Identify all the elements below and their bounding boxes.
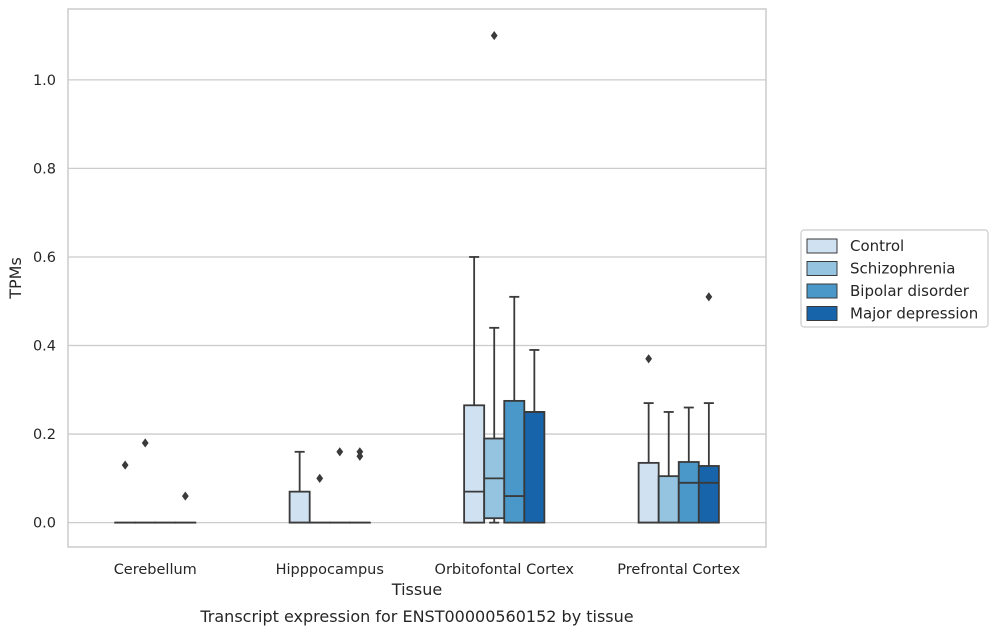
box-bipolar-disorder-2 xyxy=(503,295,526,524)
box-major-depression-0 xyxy=(174,491,197,524)
legend: Control Schizophrenia Bipolar disorder Majo… xyxy=(800,229,989,328)
box-body xyxy=(657,475,680,524)
legend-swatch xyxy=(806,283,838,299)
y-tick-label: 1.0 xyxy=(33,73,56,89)
box-major-depression-1 xyxy=(348,447,371,524)
legend-swatch xyxy=(806,261,838,276)
y-tick-label: 0.6 xyxy=(33,250,56,266)
outlier-point xyxy=(490,30,498,41)
outlier-point xyxy=(181,491,189,501)
box-body xyxy=(523,411,546,524)
outlier-point xyxy=(356,447,364,457)
box-control-1 xyxy=(288,450,311,524)
y-tick-label: 0.2 xyxy=(33,427,56,443)
box-major-depression-3 xyxy=(697,292,720,524)
legend-item: Schizophrenia xyxy=(806,260,955,278)
legend-label: Control xyxy=(850,237,904,255)
plot-area-frame xyxy=(67,8,767,548)
legend-label: Major depression xyxy=(850,305,978,323)
outlier-point xyxy=(645,354,653,364)
box-schizophrenia-0 xyxy=(134,438,157,524)
legend-label: Bipolar disorder xyxy=(850,282,970,300)
box-bipolar-disorder-1 xyxy=(328,447,351,524)
x-tick-label: Prefrontal Cortex xyxy=(617,562,740,578)
legend-frame xyxy=(800,229,989,328)
legend-label: Schizophrenia xyxy=(850,260,955,278)
box-body xyxy=(697,465,720,524)
box-control-2 xyxy=(463,256,486,524)
boxes-layer xyxy=(114,30,720,524)
box-schizophrenia-1 xyxy=(308,473,331,524)
box-body xyxy=(677,461,700,524)
box-major-depression-2 xyxy=(523,349,546,524)
gridlines xyxy=(68,79,766,524)
legend-swatch xyxy=(806,306,838,321)
outlier-point xyxy=(121,460,129,470)
y-tick-label: 0.4 xyxy=(33,339,56,355)
box-schizophrenia-3 xyxy=(657,411,680,524)
legend-swatch xyxy=(806,238,838,254)
chart-caption: Transcript expression for ENST0000056015… xyxy=(199,607,633,626)
x-tick-label: Hipppocampus xyxy=(276,562,384,578)
outlier-point xyxy=(316,473,324,483)
box-body xyxy=(503,399,526,524)
legend-item: Control xyxy=(806,237,904,255)
x-tick-label: Cerebellum xyxy=(114,562,197,578)
outlier-point xyxy=(141,438,149,448)
y-tick-label: 0.8 xyxy=(33,161,56,177)
box-bipolar-disorder-3 xyxy=(677,406,700,524)
x-axis-label: Tissue xyxy=(391,580,442,599)
axis-ticks: 0.0 0.2 0.4 0.6 0.8 1.0 Cerebellum Hipppocampus… xyxy=(33,73,741,578)
outlier-point xyxy=(336,447,344,457)
y-tick-label: 0.0 xyxy=(33,516,56,532)
legend-item: Bipolar disorder xyxy=(806,282,970,300)
box-body xyxy=(288,490,311,524)
box-schizophrenia-2 xyxy=(483,30,506,524)
legend-item: Major depression xyxy=(806,305,978,323)
box-body xyxy=(637,461,660,524)
box-control-0 xyxy=(114,460,137,524)
box-body xyxy=(463,404,486,524)
box-control-3 xyxy=(637,354,660,524)
x-tick-label: Orbitofontal Cortex xyxy=(435,562,575,578)
outlier-point xyxy=(705,292,713,302)
y-axis-label: TPMs xyxy=(6,257,25,300)
